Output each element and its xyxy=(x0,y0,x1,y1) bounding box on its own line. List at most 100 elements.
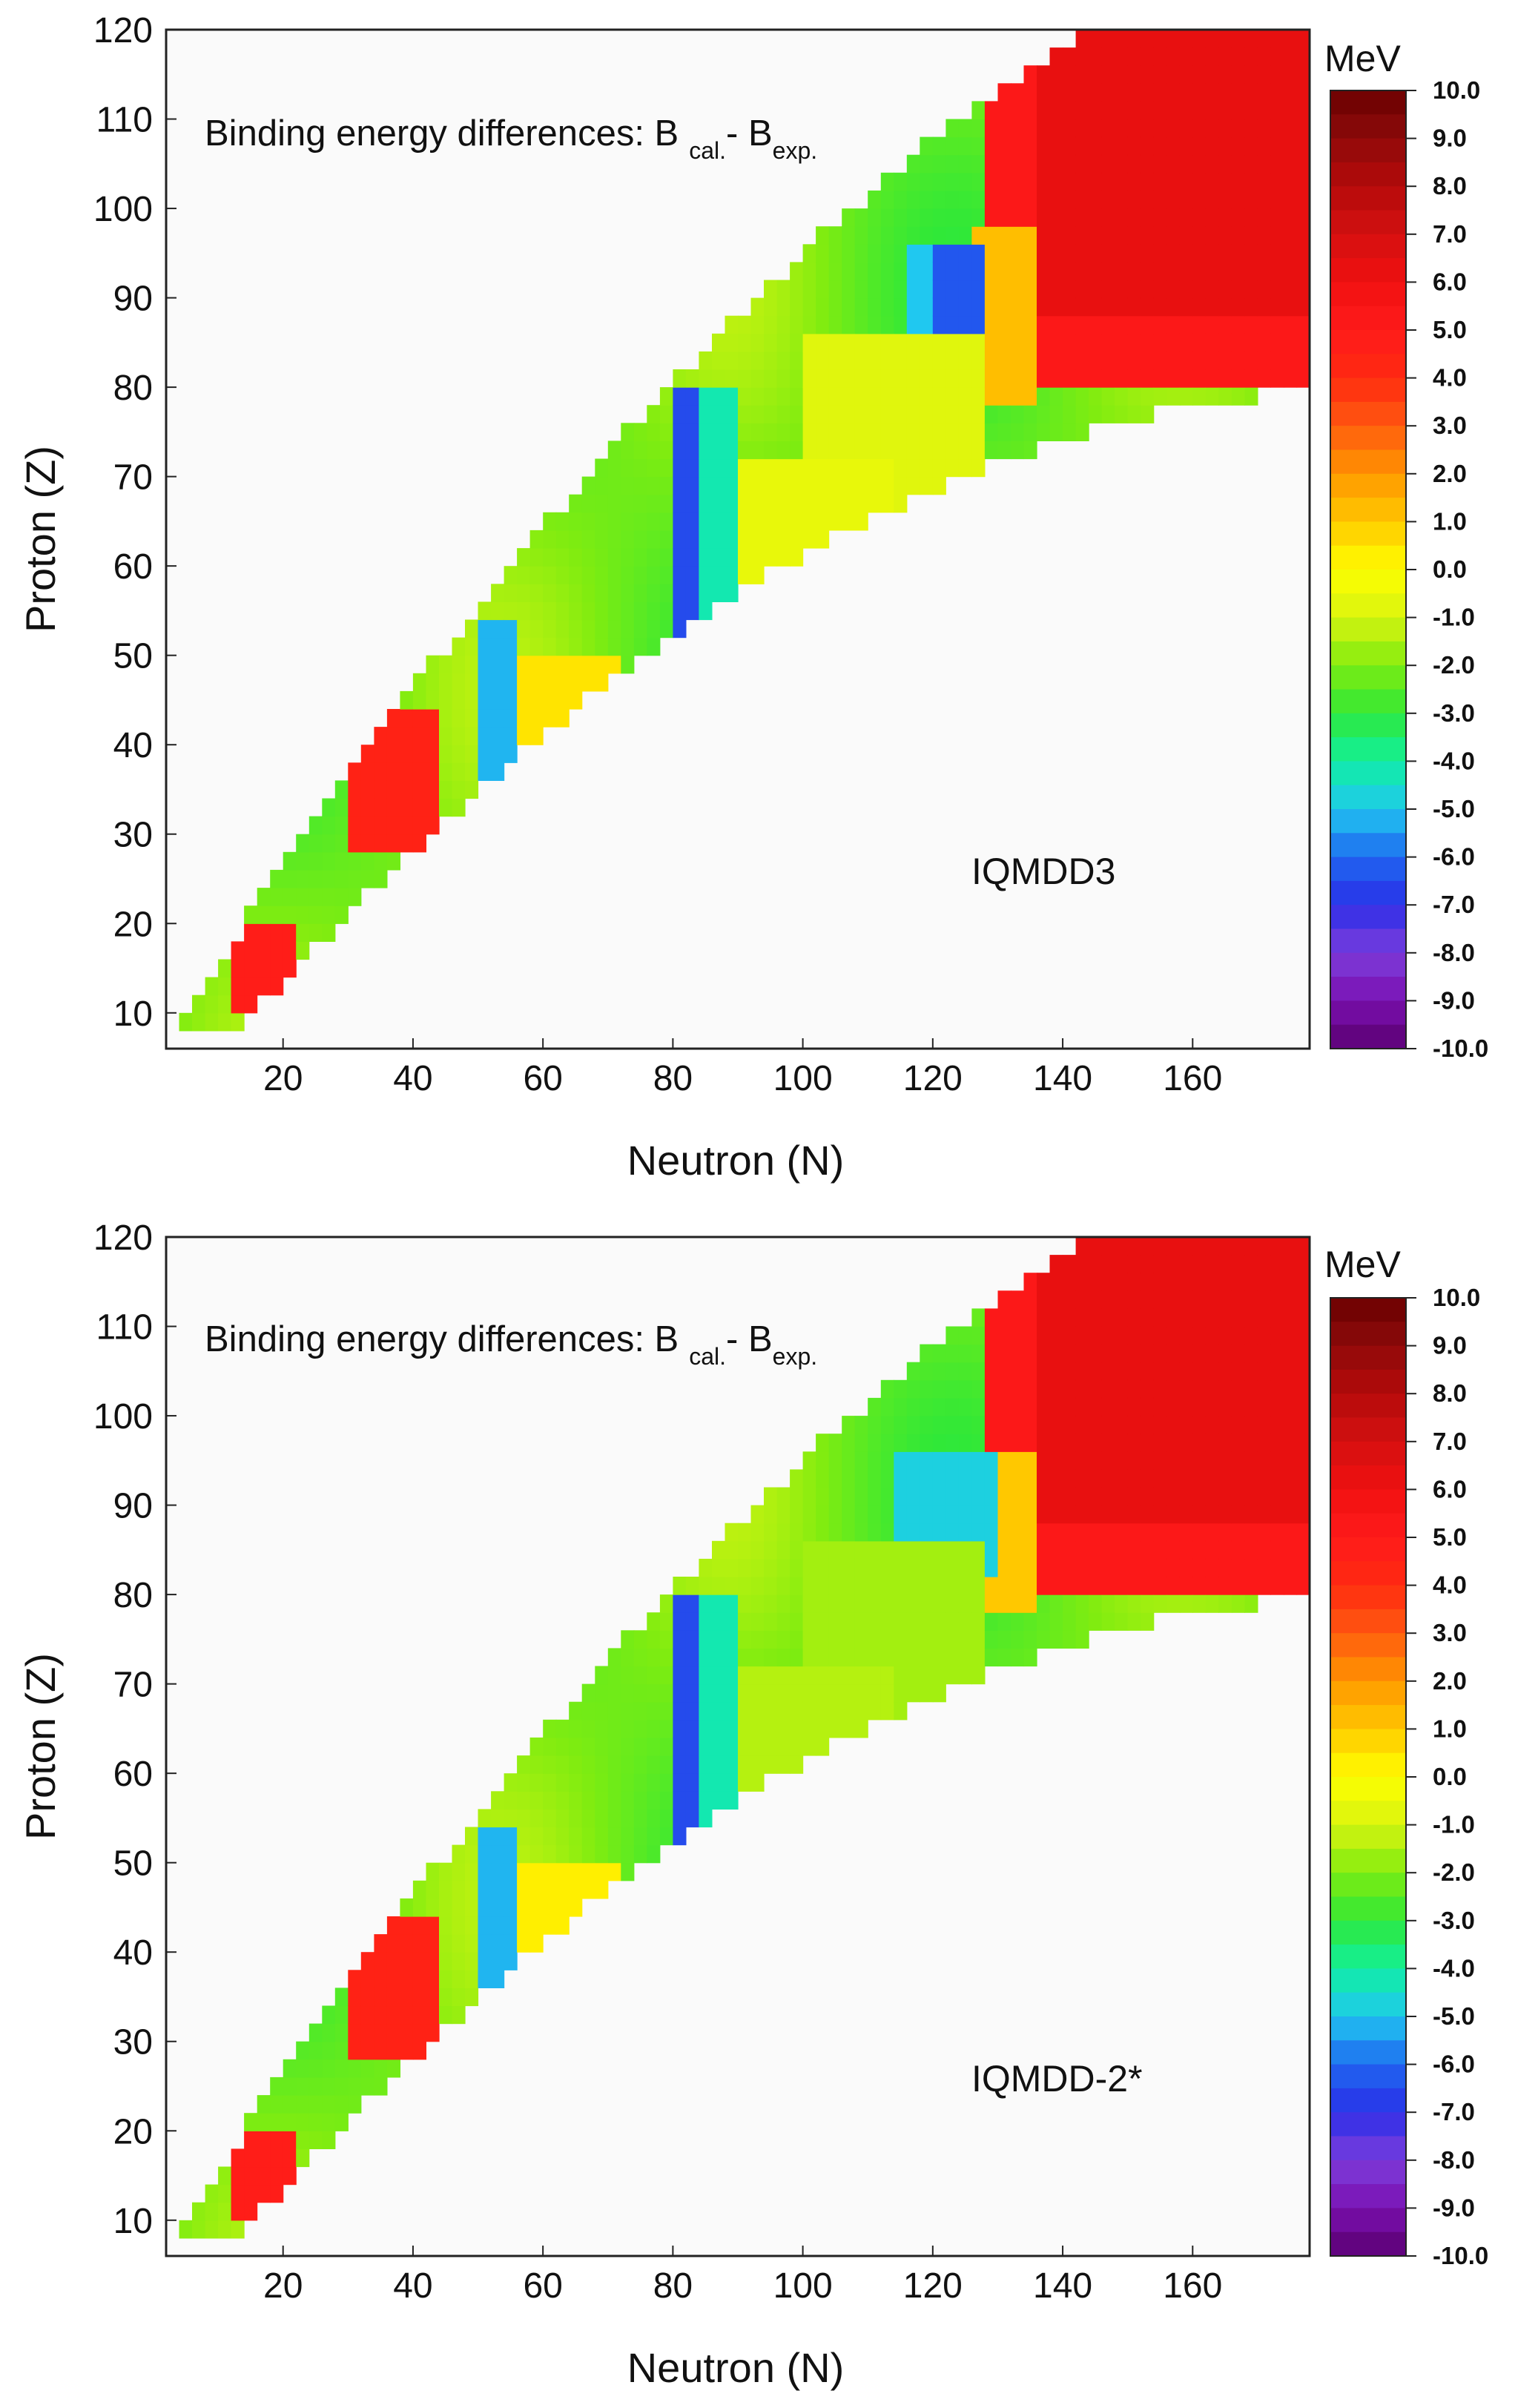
heatmap-cell xyxy=(1179,1505,1193,1524)
heatmap-cell xyxy=(1179,1558,1193,1577)
colorbar-segment xyxy=(1330,330,1406,354)
heatmap-cell xyxy=(659,1630,673,1649)
heatmap-cell xyxy=(1063,208,1077,227)
heatmap-cell xyxy=(659,1594,673,1613)
heatmap-cell xyxy=(374,727,388,745)
heatmap-cell xyxy=(1231,1397,1245,1416)
heatmap-cell xyxy=(1231,1469,1245,1488)
heatmap-cell xyxy=(517,1916,531,1935)
heatmap-cell xyxy=(945,1397,960,1416)
heatmap-cell xyxy=(621,1737,635,1756)
heatmap-cell xyxy=(958,1362,972,1381)
heatmap-cell xyxy=(1192,101,1207,120)
heatmap-cell xyxy=(491,1916,505,1935)
heatmap-cell xyxy=(1101,297,1115,317)
heatmap-cell xyxy=(1284,1273,1298,1291)
heatmap-cell xyxy=(647,458,661,478)
heatmap-cell xyxy=(1089,136,1103,156)
heatmap-cell xyxy=(1101,1344,1115,1363)
heatmap-cell xyxy=(517,1809,531,1828)
heatmap-cell xyxy=(932,405,946,423)
heatmap-cell xyxy=(958,297,972,317)
heatmap-cell xyxy=(868,1397,882,1416)
heatmap-cell xyxy=(412,727,426,745)
heatmap-cell xyxy=(712,1577,726,1595)
heatmap-cell xyxy=(1270,226,1284,245)
heatmap-cell xyxy=(400,1916,414,1935)
heatmap-cell xyxy=(1089,83,1103,102)
heatmap-cell xyxy=(816,1505,830,1524)
heatmap-cell xyxy=(633,1719,647,1738)
heatmap-cell xyxy=(296,2095,310,2114)
colorbar-segment xyxy=(1330,1873,1406,1898)
heatmap-cell xyxy=(1127,1523,1141,1542)
heatmap-cell xyxy=(1205,1273,1219,1291)
heatmap-cell xyxy=(1089,30,1103,48)
heatmap-cell xyxy=(868,458,882,478)
heatmap-cell xyxy=(920,226,934,245)
colorbar-segment xyxy=(1330,2136,1406,2161)
heatmap-cell xyxy=(1049,1326,1063,1345)
heatmap-cell xyxy=(1244,1379,1258,1399)
heatmap-cell xyxy=(816,369,830,388)
heatmap-cell xyxy=(1192,333,1207,352)
heatmap-cell xyxy=(868,315,882,334)
colorbar-segment xyxy=(1330,1561,1406,1586)
heatmap-cell xyxy=(504,1952,518,1970)
heatmap-cell xyxy=(1127,1434,1141,1452)
heatmap-cell xyxy=(920,476,934,495)
colorbar-segment xyxy=(1330,952,1406,977)
heatmap-cell xyxy=(1205,280,1219,299)
heatmap-cell xyxy=(1101,1540,1115,1560)
heatmap-cell xyxy=(906,1416,920,1434)
heatmap-cell xyxy=(1218,297,1232,317)
heatmap-cell xyxy=(1166,1290,1181,1309)
heatmap-cell xyxy=(906,1379,920,1399)
heatmap-cell xyxy=(491,1952,505,1970)
heatmap-cell xyxy=(1101,101,1115,120)
heatmap-cell xyxy=(945,1379,960,1399)
heatmap-cell xyxy=(1063,226,1077,245)
colorbar-segment xyxy=(1330,498,1406,522)
heatmap-cell xyxy=(1115,154,1129,174)
heatmap-cell xyxy=(685,458,699,478)
heatmap-cell xyxy=(322,2077,336,2096)
heatmap-cell xyxy=(308,906,323,924)
heatmap-cell xyxy=(750,315,765,334)
heatmap-cell xyxy=(426,1916,440,1935)
heatmap-cell xyxy=(1049,83,1063,102)
heatmap-cell xyxy=(1089,1362,1103,1381)
colorbar-tick-label: 8.0 xyxy=(1433,1379,1467,1407)
heatmap-cell xyxy=(802,1719,816,1738)
heatmap-cell xyxy=(1023,1362,1037,1381)
heatmap-cell xyxy=(1270,1362,1284,1381)
heatmap-cell xyxy=(322,834,336,853)
heatmap-cell xyxy=(750,1719,765,1738)
heatmap-cell xyxy=(984,1326,998,1345)
heatmap-cell xyxy=(776,405,791,423)
heatmap-cell xyxy=(842,1630,856,1649)
heatmap-cell xyxy=(633,1701,647,1721)
heatmap-cell xyxy=(491,1880,505,1899)
heatmap-cell xyxy=(1115,1505,1129,1524)
heatmap-cell xyxy=(673,1612,687,1631)
heatmap-cell xyxy=(802,1612,816,1631)
heatmap-cell xyxy=(764,494,778,513)
heatmap-cell xyxy=(673,1594,687,1613)
heatmap-cell xyxy=(1192,1379,1207,1399)
heatmap-cell xyxy=(1296,47,1310,66)
heatmap-cell xyxy=(412,1970,426,1988)
heatmap-cell xyxy=(529,690,544,710)
heatmap-cell xyxy=(984,101,998,120)
colorbar-segment xyxy=(1330,2112,1406,2137)
heatmap-cell xyxy=(764,476,778,495)
heatmap-cell xyxy=(997,297,1011,317)
heatmap-cell xyxy=(1141,315,1155,334)
heatmap-cell xyxy=(1166,1469,1181,1488)
heatmap-cell xyxy=(633,423,647,441)
heatmap-cell xyxy=(1296,1558,1310,1577)
heatmap-cell xyxy=(842,458,856,478)
heatmap-cell xyxy=(776,1523,791,1542)
heatmap-cell xyxy=(776,548,791,567)
heatmap-cell xyxy=(1023,208,1037,227)
